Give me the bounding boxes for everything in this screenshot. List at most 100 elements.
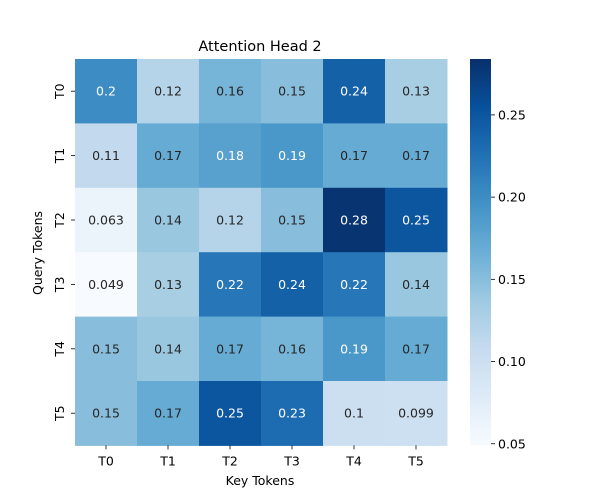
x-tick-label: T1 (159, 453, 176, 468)
heatmap-cell-T5-T5 (385, 381, 448, 446)
heatmap-cells (75, 59, 448, 446)
cell-value-label: 0.25 (402, 213, 430, 228)
heatmap-cell-T4-T2 (199, 316, 262, 382)
heatmap-cell-T5-T3 (261, 381, 324, 446)
cell-value-label: 0.22 (216, 277, 244, 292)
heatmap-cell-T2-T3 (261, 187, 324, 253)
y-axis: T0 T1 T2 T3 T4 T5 (52, 83, 75, 422)
cell-value-label: 0.22 (340, 277, 368, 292)
cell-value-label: 0.14 (154, 341, 182, 356)
heatmap-cell-T3-T5 (385, 252, 448, 318)
cell-value-label: 0.19 (278, 148, 306, 163)
heatmap-cell-T3-T2 (199, 252, 262, 318)
heatmap-cell-labels: 0.2 0.12 0.16 0.15 0.24 0.13 0.11 0.17 0.18 0.19 0… (88, 84, 434, 421)
cell-value-label: 0.13 (402, 84, 430, 99)
heatmap-cell-T0-T1 (137, 59, 200, 124)
colorbar-tick-label: 0.10 (498, 354, 526, 369)
cell-value-label: 0.18 (216, 148, 244, 163)
cell-value-label: 0.16 (278, 341, 306, 356)
x-tick-label: T5 (407, 453, 424, 468)
heatmap-cell-T5-T2 (199, 381, 262, 446)
heatmap-cell-T2-T4 (323, 187, 386, 253)
cell-value-label: 0.14 (154, 213, 182, 228)
heatmap-cell-T4-T0 (75, 316, 138, 382)
heatmap-cell-T3-T0 (75, 252, 138, 318)
heatmap-cell-T3-T1 (137, 252, 200, 318)
heatmap-cell-T1-T2 (199, 123, 262, 189)
y-tick-label: T4 (52, 341, 67, 358)
cell-value-label: 0.12 (154, 84, 182, 99)
cell-value-label: 0.17 (402, 341, 430, 356)
cell-value-label: 0.15 (278, 213, 306, 228)
heatmap-cell-T1-T4 (323, 123, 386, 189)
heatmap-cell-T4-T4 (323, 316, 386, 382)
x-axis: T0 T1 T2 T3 T4 T5 (97, 445, 424, 468)
y-tick-label: T2 (52, 212, 67, 229)
cell-value-label: 0.24 (340, 84, 368, 99)
cell-value-label: 0.25 (216, 406, 244, 421)
x-tick-label: T3 (283, 453, 300, 468)
heatmap-cell-T2-T1 (137, 187, 200, 253)
cell-value-label: 0.15 (92, 406, 120, 421)
y-tick-label: T5 (52, 405, 67, 422)
heatmap-cell-T0-T2 (199, 59, 262, 124)
cell-value-label: 0.11 (92, 148, 120, 163)
y-tick-label: T1 (52, 148, 67, 165)
heatmap-cell-T3-T3 (261, 252, 324, 318)
x-tick-label: T0 (97, 453, 114, 468)
chart-title: Attention Head 2 (198, 39, 321, 55)
cell-value-label: 0.24 (278, 277, 306, 292)
heatmap-cell-T1-T0 (75, 123, 138, 189)
heatmap-cell-T2-T0 (75, 187, 138, 253)
cell-value-label: 0.2 (96, 84, 116, 99)
cell-value-label: 0.14 (402, 277, 430, 292)
colorbar-tick-label: 0.20 (498, 190, 526, 205)
colorbar: 0.05 0.10 0.15 0.20 0.25 (470, 59, 526, 451)
colorbar-tick-label: 0.25 (498, 107, 526, 122)
heatmap-cell-T5-T0 (75, 381, 138, 446)
heatmap-cell-T1-T5 (385, 123, 448, 189)
cell-value-label: 0.13 (154, 277, 182, 292)
cell-value-label: 0.23 (278, 406, 306, 421)
heatmap-cell-T0-T5 (385, 59, 448, 124)
cell-value-label: 0.19 (340, 341, 368, 356)
cell-value-label: 0.049 (88, 277, 124, 292)
cell-value-label: 0.17 (154, 406, 182, 421)
cell-value-label: 0.16 (216, 84, 244, 99)
cell-value-label: 0.063 (88, 213, 124, 228)
heatmap-cell-T1-T1 (137, 123, 200, 189)
cell-value-label: 0.28 (340, 213, 368, 228)
heatmap-cell-T0-T3 (261, 59, 324, 124)
heatmap-cell-T4-T1 (137, 316, 200, 382)
heatmap-cell-T4-T5 (385, 316, 448, 382)
y-tick-label: T3 (52, 277, 67, 294)
colorbar-gradient (470, 59, 491, 446)
cell-value-label: 0.099 (398, 406, 434, 421)
x-tick-label: T2 (221, 453, 238, 468)
heatmap-cell-T5-T4 (323, 381, 386, 446)
heatmap-cell-T3-T4 (323, 252, 386, 318)
heatmap-cell-T0-T0 (75, 59, 138, 124)
heatmap-cell-T0-T4 (323, 59, 386, 124)
heatmap-cell-T1-T3 (261, 123, 324, 189)
cell-value-label: 0.17 (154, 148, 182, 163)
heatmap-cell-T5-T1 (137, 381, 200, 446)
cell-value-label: 0.12 (216, 213, 244, 228)
y-axis-label: Query Tokens (30, 211, 45, 295)
colorbar-tick-label: 0.05 (498, 436, 526, 451)
cell-value-label: 0.17 (402, 148, 430, 163)
heatmap-cell-T2-T5 (385, 187, 448, 253)
x-axis-label: Key Tokens (226, 473, 295, 488)
cell-value-label: 0.17 (216, 341, 244, 356)
cell-value-label: 0.17 (340, 148, 368, 163)
heatmap-cell-T2-T2 (199, 187, 262, 253)
colorbar-tick-label: 0.15 (498, 272, 526, 287)
cell-value-label: 0.1 (344, 406, 364, 421)
cell-value-label: 0.15 (278, 84, 306, 99)
cell-value-label: 0.15 (92, 341, 120, 356)
y-tick-label: T0 (52, 83, 67, 100)
heatmap-cell-T4-T3 (261, 316, 324, 382)
x-tick-label: T4 (345, 453, 362, 468)
